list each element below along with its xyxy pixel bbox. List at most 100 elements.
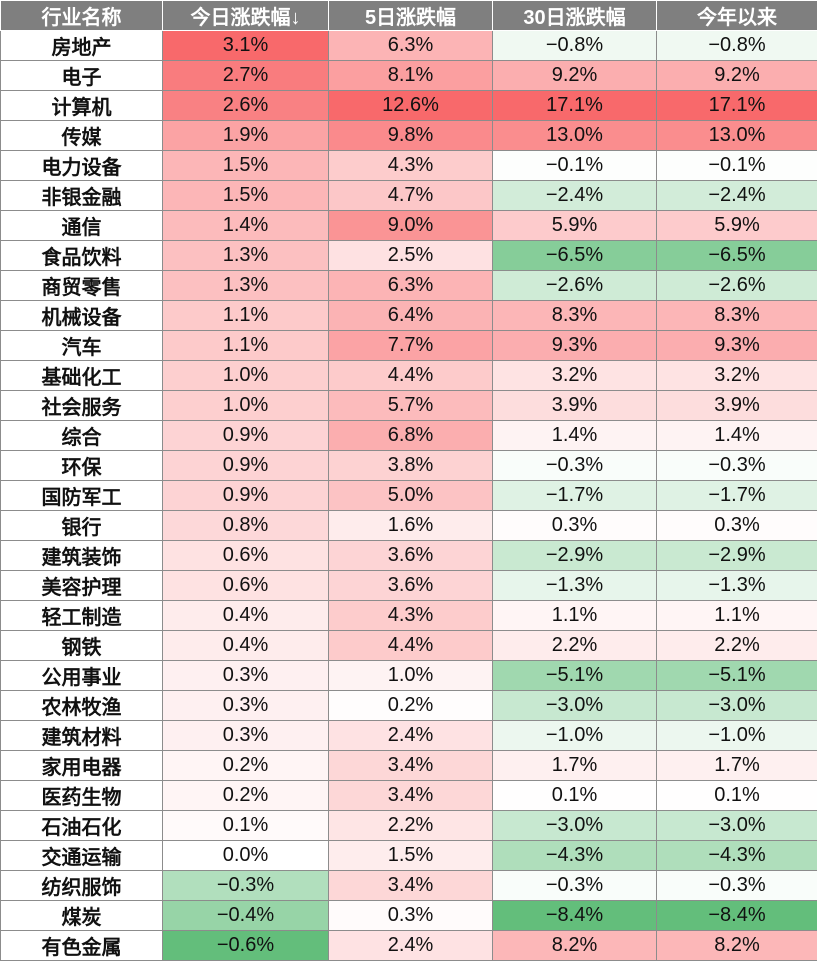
ytd-change-cell: 8.2% xyxy=(657,931,817,961)
header-row: 行业名称 今日涨跌幅↓ 5日涨跌幅 30日涨跌幅 今年以来 xyxy=(1,1,817,31)
thirty-day-change-cell: 9.3% xyxy=(493,331,657,361)
industry-name-cell: 农林牧渔 xyxy=(1,691,163,721)
industry-name-cell: 非银金融 xyxy=(1,181,163,211)
ytd-change-cell: −0.1% xyxy=(657,151,817,181)
thirty-day-change-cell: 1.1% xyxy=(493,601,657,631)
thirty-day-change-cell: −0.3% xyxy=(493,451,657,481)
col-header-5day[interactable]: 5日涨跌幅 xyxy=(329,1,493,31)
today-change-cell: 0.9% xyxy=(163,451,329,481)
thirty-day-change-cell: −2.6% xyxy=(493,271,657,301)
thirty-day-change-cell: 3.9% xyxy=(493,391,657,421)
col-header-30day[interactable]: 30日涨跌幅 xyxy=(493,1,657,31)
today-change-cell: 0.2% xyxy=(163,781,329,811)
five-day-change-cell: 4.3% xyxy=(329,601,493,631)
table-row: 煤炭−0.4%0.3%−8.4%−8.4% xyxy=(1,901,817,931)
today-change-cell: 1.0% xyxy=(163,361,329,391)
ytd-change-cell: 17.1% xyxy=(657,91,817,121)
five-day-change-cell: 12.6% xyxy=(329,91,493,121)
industry-name-cell: 社会服务 xyxy=(1,391,163,421)
five-day-change-cell: 6.3% xyxy=(329,271,493,301)
table-header: 行业名称 今日涨跌幅↓ 5日涨跌幅 30日涨跌幅 今年以来 xyxy=(1,1,817,31)
table-row: 有色金属−0.6%2.4%8.2%8.2% xyxy=(1,931,817,961)
industry-name-cell: 食品饮料 xyxy=(1,241,163,271)
thirty-day-change-cell: 9.2% xyxy=(493,61,657,91)
thirty-day-change-cell: −1.3% xyxy=(493,571,657,601)
industry-name-cell: 环保 xyxy=(1,451,163,481)
five-day-change-cell: 3.4% xyxy=(329,871,493,901)
ytd-change-cell: 3.2% xyxy=(657,361,817,391)
industry-name-cell: 煤炭 xyxy=(1,901,163,931)
industry-name-cell: 国防军工 xyxy=(1,481,163,511)
thirty-day-change-cell: −4.3% xyxy=(493,841,657,871)
industry-name-cell: 通信 xyxy=(1,211,163,241)
five-day-change-cell: 8.1% xyxy=(329,61,493,91)
thirty-day-change-cell: 8.3% xyxy=(493,301,657,331)
thirty-day-change-cell: −0.1% xyxy=(493,151,657,181)
industry-name-cell: 纺织服饰 xyxy=(1,871,163,901)
five-day-change-cell: 1.6% xyxy=(329,511,493,541)
five-day-change-cell: 9.0% xyxy=(329,211,493,241)
today-change-cell: 0.6% xyxy=(163,571,329,601)
five-day-change-cell: 6.3% xyxy=(329,31,493,61)
ytd-change-cell: 2.2% xyxy=(657,631,817,661)
ytd-change-cell: 8.3% xyxy=(657,301,817,331)
thirty-day-change-cell: −2.9% xyxy=(493,541,657,571)
five-day-change-cell: 2.2% xyxy=(329,811,493,841)
col-header-ytd[interactable]: 今年以来 xyxy=(657,1,817,31)
ytd-change-cell: −0.3% xyxy=(657,451,817,481)
today-change-cell: 0.3% xyxy=(163,691,329,721)
today-change-cell: 1.3% xyxy=(163,271,329,301)
today-change-cell: −0.4% xyxy=(163,901,329,931)
today-change-cell: 0.8% xyxy=(163,511,329,541)
five-day-change-cell: 6.8% xyxy=(329,421,493,451)
table-row: 纺织服饰−0.3%3.4%−0.3%−0.3% xyxy=(1,871,817,901)
ytd-change-cell: −4.3% xyxy=(657,841,817,871)
thirty-day-change-cell: 5.9% xyxy=(493,211,657,241)
industry-name-cell: 计算机 xyxy=(1,91,163,121)
industry-name-cell: 银行 xyxy=(1,511,163,541)
thirty-day-change-cell: −0.8% xyxy=(493,31,657,61)
five-day-change-cell: 4.4% xyxy=(329,631,493,661)
today-change-cell: −0.3% xyxy=(163,871,329,901)
ytd-change-cell: −0.8% xyxy=(657,31,817,61)
five-day-change-cell: 4.4% xyxy=(329,361,493,391)
five-day-change-cell: 7.7% xyxy=(329,331,493,361)
thirty-day-change-cell: 17.1% xyxy=(493,91,657,121)
today-change-cell: 0.2% xyxy=(163,751,329,781)
col-header-industry[interactable]: 行业名称 xyxy=(1,1,163,31)
industry-name-cell: 石油石化 xyxy=(1,811,163,841)
ytd-change-cell: −3.0% xyxy=(657,811,817,841)
five-day-change-cell: 6.4% xyxy=(329,301,493,331)
ytd-change-cell: −2.4% xyxy=(657,181,817,211)
thirty-day-change-cell: 1.7% xyxy=(493,751,657,781)
thirty-day-change-cell: −5.1% xyxy=(493,661,657,691)
industry-name-cell: 建筑装饰 xyxy=(1,541,163,571)
col-header-today[interactable]: 今日涨跌幅↓ xyxy=(163,1,329,31)
five-day-change-cell: 3.6% xyxy=(329,541,493,571)
thirty-day-change-cell: −3.0% xyxy=(493,691,657,721)
five-day-change-cell: 3.6% xyxy=(329,571,493,601)
five-day-change-cell: 3.8% xyxy=(329,451,493,481)
thirty-day-change-cell: 0.3% xyxy=(493,511,657,541)
industry-name-cell: 房地产 xyxy=(1,31,163,61)
five-day-change-cell: 2.4% xyxy=(329,721,493,751)
industry-name-cell: 交通运输 xyxy=(1,841,163,871)
ytd-change-cell: −2.6% xyxy=(657,271,817,301)
